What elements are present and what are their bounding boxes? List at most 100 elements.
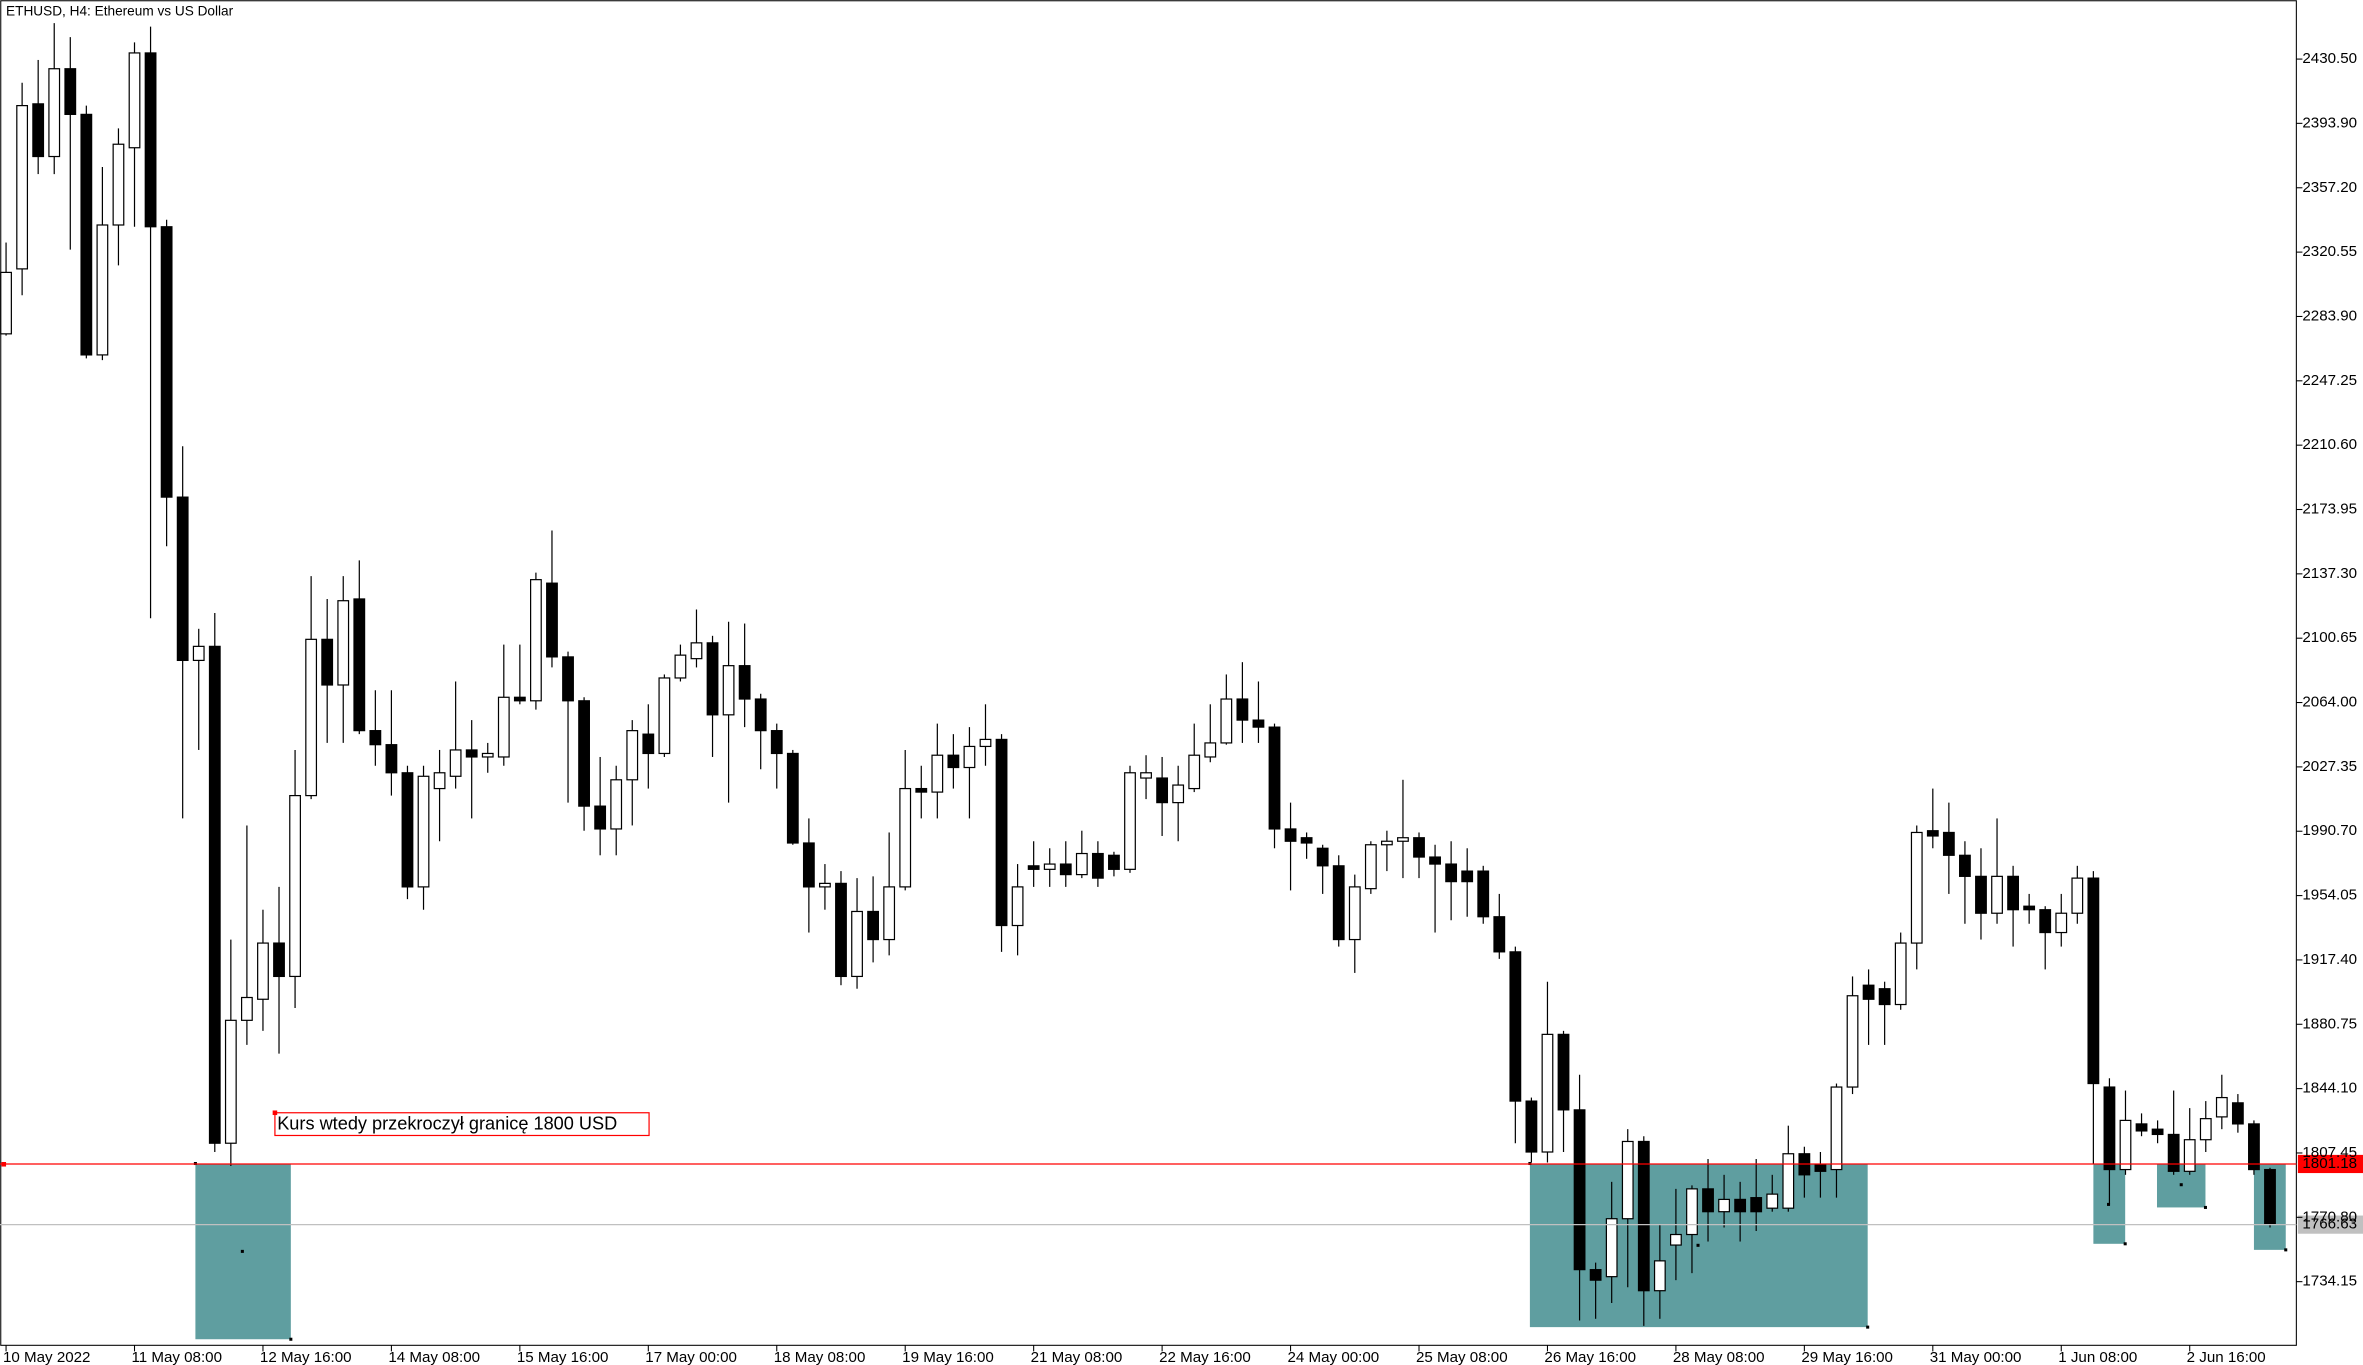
candle-body bbox=[160, 226, 173, 498]
candle-body bbox=[594, 805, 607, 830]
anchor-dot bbox=[2179, 1183, 2183, 1187]
candle-body bbox=[1975, 875, 1987, 914]
candle-body bbox=[1284, 828, 1297, 842]
candle-body bbox=[2151, 1128, 2164, 1136]
x-tick-label: 12 May 16:00 bbox=[260, 1349, 352, 1365]
candle-body bbox=[1573, 1109, 1586, 1271]
candle-body bbox=[1188, 754, 1201, 790]
candle-body bbox=[1766, 1193, 1779, 1209]
candle-body bbox=[2007, 875, 2020, 911]
y-tick-label: 2027.35 bbox=[2302, 758, 2357, 775]
candle-body bbox=[786, 752, 799, 844]
candle-body bbox=[1541, 1033, 1554, 1153]
anchor-dot bbox=[240, 1249, 244, 1253]
candle-body bbox=[1814, 1163, 1827, 1172]
x-tick-label: 14 May 08:00 bbox=[388, 1349, 480, 1365]
candle-body bbox=[2264, 1168, 2276, 1225]
y-tick-label: 1917.40 bbox=[2302, 951, 2357, 968]
candle-body bbox=[1108, 854, 1120, 870]
candle-body bbox=[802, 842, 815, 888]
overlay: Kurs wtedy przekroczył granicę 1800 USD … bbox=[0, 4, 2363, 1341]
candle-body bbox=[1027, 865, 1040, 870]
candle-body bbox=[1959, 854, 1971, 877]
y-tick-label: 1734.15 bbox=[2302, 1273, 2357, 1290]
candle-body bbox=[2087, 877, 2100, 1085]
chart-title: ETHUSD, H4: Ethereum vs US Dollar bbox=[6, 4, 234, 19]
candle-body bbox=[610, 779, 623, 830]
x-tick-label: 29 May 16:00 bbox=[1801, 1349, 1893, 1365]
candle-body bbox=[1043, 863, 1056, 870]
candle-body bbox=[385, 744, 398, 774]
x-tick-label: 21 May 08:00 bbox=[1031, 1349, 1123, 1365]
price-label-box bbox=[2297, 1154, 2363, 1174]
x-tick-label: 18 May 08:00 bbox=[774, 1349, 866, 1365]
candle-body bbox=[1011, 886, 1024, 927]
candle-body bbox=[289, 794, 301, 978]
candle-body bbox=[1910, 831, 1923, 944]
candle-body bbox=[562, 656, 574, 702]
candle-body bbox=[1926, 830, 1939, 837]
candle-body bbox=[96, 224, 109, 356]
y-tick-label: 2064.00 bbox=[2302, 694, 2357, 711]
candle-body bbox=[128, 52, 141, 149]
y-tick-label: 2393.90 bbox=[2302, 114, 2357, 131]
candle-body bbox=[1300, 837, 1313, 844]
candle-body bbox=[1670, 1233, 1682, 1246]
y-tick-label: 2100.65 bbox=[2302, 629, 2357, 646]
candle-body bbox=[690, 642, 703, 660]
candle-body bbox=[1605, 1218, 1618, 1278]
candle-body bbox=[1686, 1188, 1698, 1236]
candle-body bbox=[963, 745, 976, 769]
candle-body bbox=[2119, 1119, 2132, 1171]
anchor-dot bbox=[1696, 1243, 1700, 1247]
candle-body bbox=[706, 642, 719, 716]
candle-body bbox=[1557, 1033, 1570, 1111]
candle-body bbox=[1091, 852, 1104, 879]
candle-body bbox=[16, 104, 29, 270]
annotation: Kurs wtedy przekroczył granicę 1800 USD bbox=[277, 1114, 617, 1134]
candle-body bbox=[1252, 719, 1265, 728]
candle-body bbox=[1397, 837, 1409, 842]
y-tick-label: 1807.45 bbox=[2302, 1144, 2357, 1161]
x-tick-label: 1 Jun 08:00 bbox=[2058, 1349, 2137, 1365]
candle-body bbox=[1621, 1140, 1634, 1220]
candle-body bbox=[144, 52, 157, 228]
candle-body bbox=[578, 700, 590, 807]
anchor-dot bbox=[272, 1110, 278, 1116]
candle-body bbox=[851, 910, 863, 978]
candle-body bbox=[208, 645, 221, 1144]
candle-body bbox=[32, 103, 45, 158]
candle-body bbox=[465, 749, 478, 758]
candle-body bbox=[1862, 984, 1875, 1000]
anchor-dot bbox=[1866, 1325, 1870, 1329]
candle-body bbox=[1413, 837, 1425, 858]
candle-body bbox=[1942, 831, 1955, 856]
candle-body bbox=[2039, 909, 2052, 934]
anchor-dot bbox=[2107, 1202, 2111, 1206]
candle-body bbox=[0, 271, 12, 335]
y-tick-label: 2357.20 bbox=[2302, 179, 2357, 196]
x-tick-label: 26 May 16:00 bbox=[1544, 1349, 1636, 1365]
candle-body bbox=[1236, 698, 1249, 721]
candle-body bbox=[2183, 1139, 2196, 1172]
candle-body bbox=[176, 496, 189, 662]
candle-body bbox=[1461, 870, 1474, 883]
candle-body bbox=[80, 113, 93, 356]
candle-body bbox=[192, 645, 205, 662]
anchor-dot bbox=[289, 1337, 293, 1341]
x-tick-label: 17 May 00:00 bbox=[645, 1349, 737, 1365]
plot-frame bbox=[0, 0, 2297, 1346]
y-tick-label: 1770.80 bbox=[2302, 1208, 2357, 1225]
candle-body bbox=[1734, 1198, 1747, 1213]
candle-body bbox=[947, 754, 960, 769]
candle-body bbox=[273, 942, 285, 978]
x-tick-label: 22 May 16:00 bbox=[1159, 1349, 1251, 1365]
anchor-dot bbox=[2203, 1205, 2207, 1209]
y-tick-label: 1844.10 bbox=[2302, 1080, 2357, 1097]
candle-body bbox=[497, 696, 510, 758]
candle-body bbox=[1380, 840, 1393, 846]
candle-body bbox=[915, 787, 928, 793]
candle-body bbox=[2199, 1118, 2212, 1141]
candle-body bbox=[738, 665, 751, 700]
